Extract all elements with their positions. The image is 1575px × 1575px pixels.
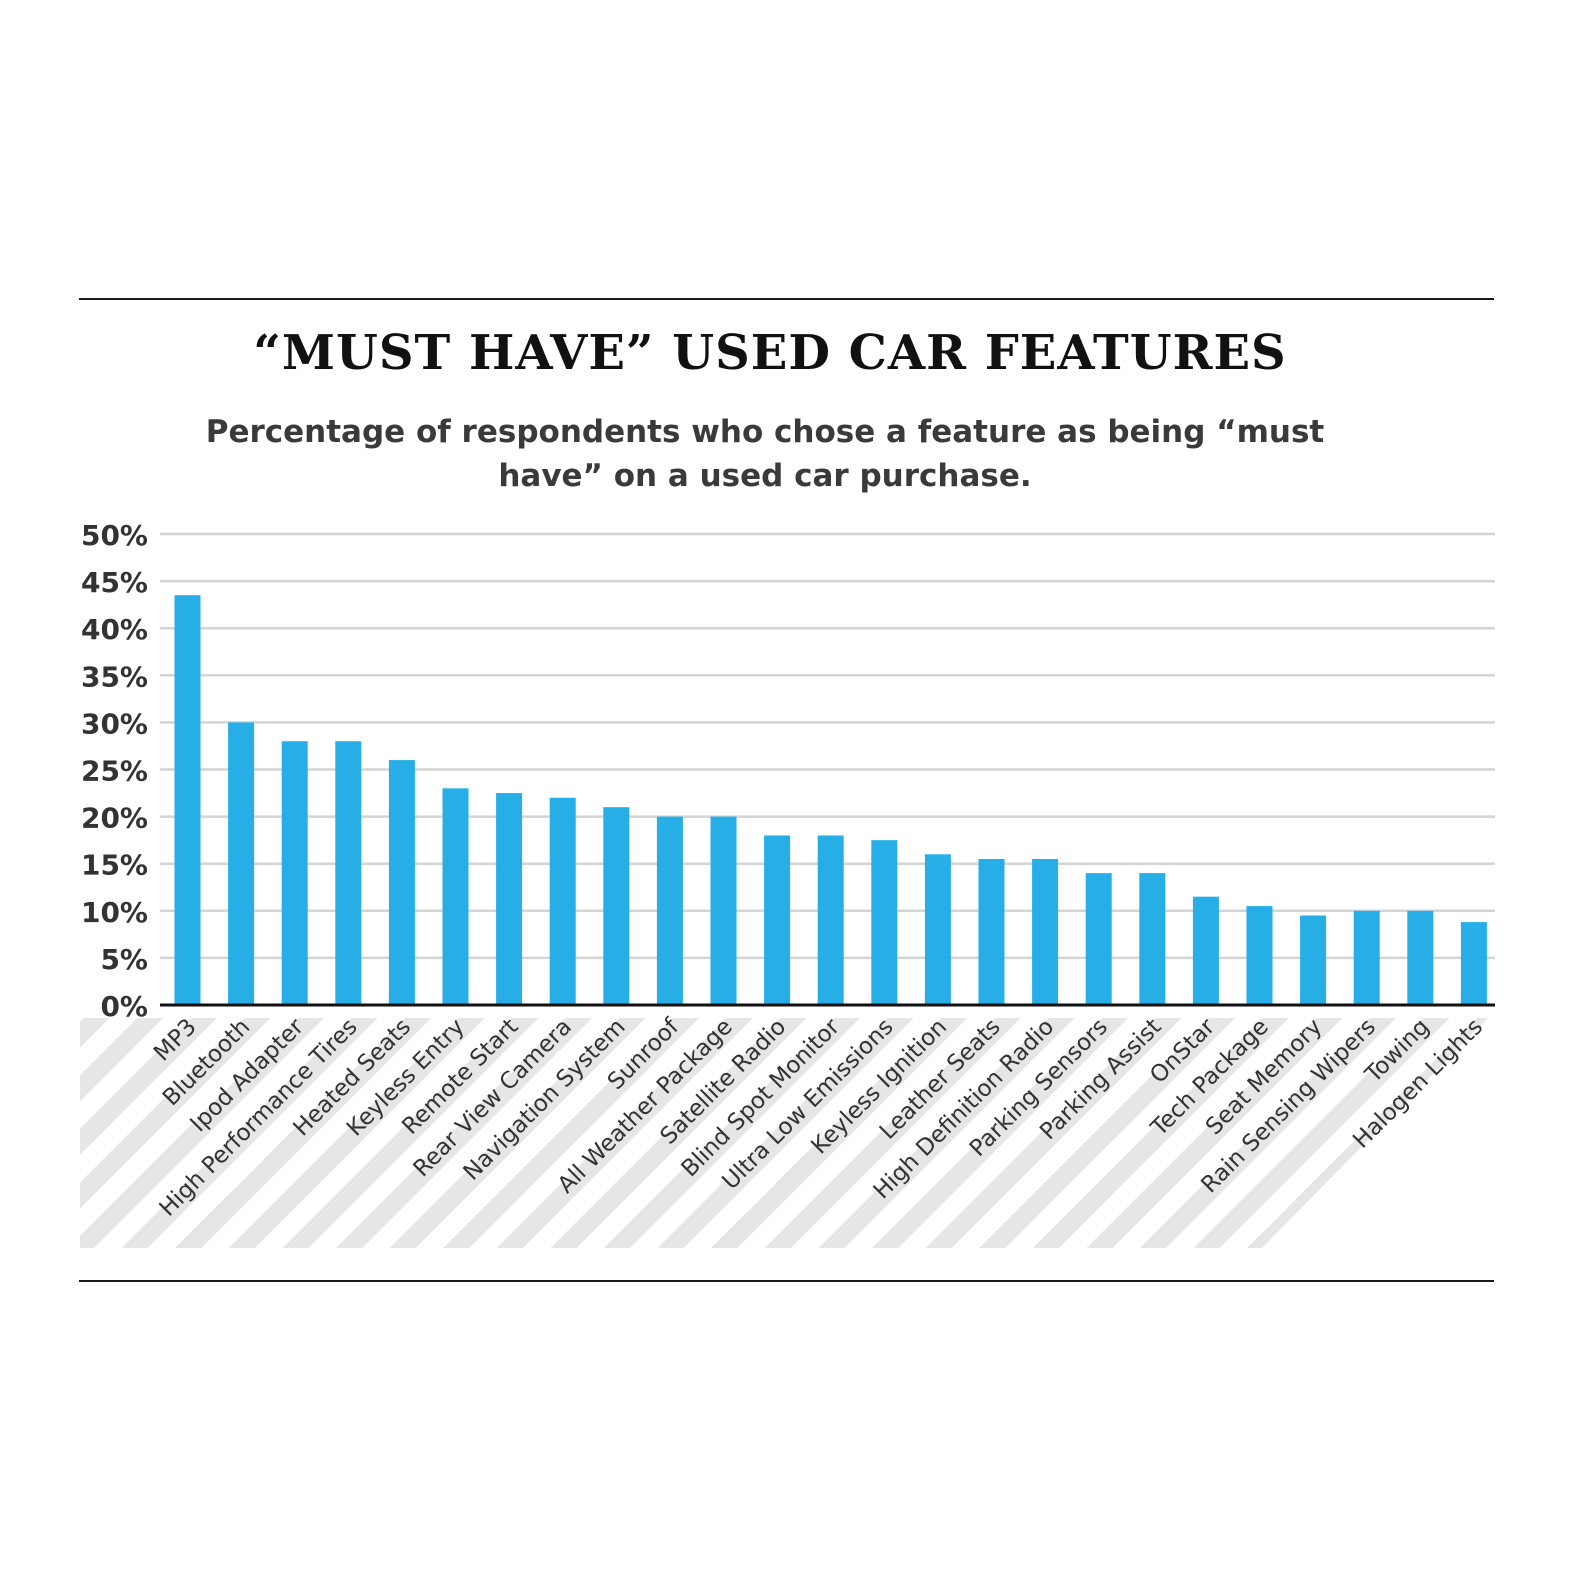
bar (1353, 910, 1380, 1005)
top-rule (79, 298, 1494, 300)
y-tick-label: 30% (81, 707, 148, 740)
bar (1192, 896, 1219, 1005)
label-stripe (0, 1018, 56, 1248)
label-stripe (1193, 1018, 1450, 1248)
bar (549, 797, 576, 1005)
bar (1139, 873, 1166, 1005)
bottom-rule (79, 1280, 1494, 1282)
label-stripe (1032, 1018, 1289, 1248)
label-stripe (979, 1018, 1236, 1248)
bar (764, 835, 791, 1005)
label-stripe (818, 1018, 1075, 1248)
bar (388, 760, 415, 1005)
label-stripe (443, 1018, 700, 1248)
label-stripe (389, 1018, 646, 1248)
bar (1407, 910, 1434, 1005)
label-stripe (80, 1018, 324, 1248)
bar (228, 722, 255, 1005)
label-stripe (282, 1018, 539, 1248)
chart-subtitle: Percentage of respondents who chose a fe… (205, 414, 1325, 494)
label-stripe (1515, 1018, 1575, 1248)
y-tick-label: 0% (100, 990, 148, 1023)
y-tick-label: 15% (81, 849, 148, 882)
label-stripe-band (0, 1018, 1575, 1248)
label-stripe (175, 1018, 432, 1248)
bar (710, 816, 737, 1005)
label-stripe (1569, 1018, 1575, 1248)
bar (1460, 922, 1487, 1005)
bar (335, 741, 362, 1005)
y-tick-label: 45% (81, 566, 148, 599)
bar (1246, 906, 1273, 1005)
label-stripe (604, 1018, 860, 1248)
label-stripe (711, 1018, 968, 1248)
label-stripe (496, 1018, 753, 1248)
label-stripe (228, 1018, 485, 1248)
label-stripe (80, 1018, 164, 1248)
bar (603, 807, 630, 1005)
bar (871, 840, 898, 1005)
label-stripe (925, 1018, 1182, 1248)
label-stripe (1140, 1018, 1396, 1248)
bar (174, 595, 201, 1005)
bar (281, 741, 308, 1005)
label-stripe (657, 1018, 914, 1248)
label-stripe (80, 1018, 271, 1248)
bar (978, 858, 1005, 1005)
label-stripe (550, 1018, 807, 1248)
y-tick-label: 50% (81, 519, 148, 552)
bar (1085, 873, 1112, 1005)
label-stripe (336, 1018, 592, 1248)
bar (817, 835, 844, 1005)
bar (924, 854, 951, 1005)
y-tick-label: 40% (81, 613, 148, 646)
y-tick-label: 35% (81, 660, 148, 693)
bar (1300, 915, 1327, 1005)
y-tick-label: 5% (100, 943, 148, 976)
bar (496, 793, 523, 1005)
label-stripe (872, 1018, 1128, 1248)
y-tick-label: 20% (81, 802, 148, 835)
label-stripe (1086, 1018, 1343, 1248)
bar (1032, 858, 1059, 1005)
bar (656, 816, 683, 1005)
y-tick-label: 25% (81, 755, 148, 788)
label-stripe (80, 1018, 217, 1248)
label-stripe (764, 1018, 1021, 1248)
bar (442, 788, 469, 1005)
y-tick-label: 10% (81, 896, 148, 929)
label-stripe (1461, 1018, 1488, 1248)
label-stripe (121, 1018, 378, 1248)
y-axis-ticks: 0% 5% 10% 15% 20% 25% 30% 35% 40% 45% 50% (81, 519, 148, 1023)
bars (174, 595, 1487, 1005)
chart-title: “MUST HAVE” USED CAR FEATURES (253, 325, 1287, 381)
